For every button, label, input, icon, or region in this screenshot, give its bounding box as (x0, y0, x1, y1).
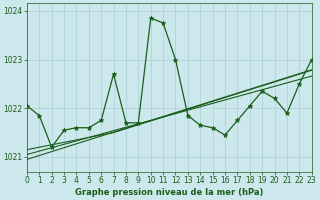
X-axis label: Graphe pression niveau de la mer (hPa): Graphe pression niveau de la mer (hPa) (75, 188, 263, 197)
